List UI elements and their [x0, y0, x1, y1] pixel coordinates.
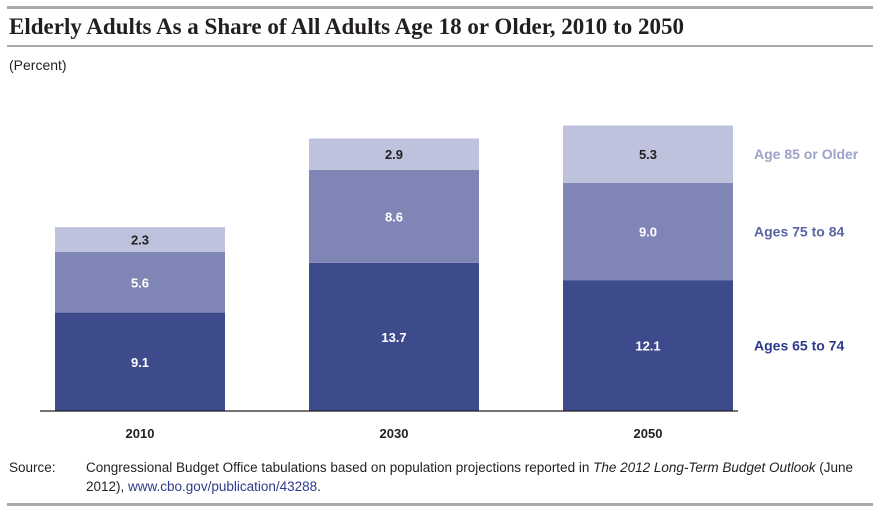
bottom-rule [7, 503, 873, 506]
chart-title: Elderly Adults As a Share of All Adults … [9, 14, 684, 39]
value-label-2010-age-85-or-older: 2.3 [131, 233, 149, 248]
bar-2010-ages-75-to-84 [55, 252, 225, 313]
top-rule [7, 6, 873, 9]
bar-2010-ages-65-to-74 [55, 312, 225, 411]
source-date: (June 2012), [86, 460, 854, 494]
value-label-2030-age-85-or-older: 2.9 [385, 147, 403, 162]
x-tick-label-2050: 2050 [634, 426, 663, 441]
unit-label: (Percent) [9, 57, 67, 73]
bar-2030-ages-65-to-74 [309, 262, 479, 411]
legend-label-ages-65-to-74: Ages 65 to 74 [754, 338, 844, 354]
value-label-2030-ages-65-to-74: 13.7 [381, 330, 406, 345]
bar-2030-ages-75-to-84 [309, 169, 479, 263]
source-end: . [317, 479, 321, 494]
labels-layer: 9.1 5.6 2.3 2010 13.7 8.6 2.9 2030 12.1 9.0 5.3 205… [126, 146, 859, 441]
value-label-2050-ages-65-to-74: 12.1 [635, 339, 660, 354]
source-label: Source: [9, 460, 56, 475]
legend-label-age-85-or-older: Age 85 or Older [754, 146, 859, 162]
title-rule [7, 45, 873, 47]
bar-2010-age-85-or-older [55, 227, 225, 253]
bar-2030-age-85-or-older [309, 138, 479, 170]
source-text: Congressional Budget Office tabulations … [86, 460, 594, 475]
value-label-2050-age-85-or-older: 5.3 [639, 147, 657, 162]
source-publication: The 2012 Long-Term Budget Outlook [593, 460, 816, 475]
value-label-2010-ages-65-to-74: 9.1 [131, 355, 149, 370]
source-link[interactable]: www.cbo.gov/publication/43288 [128, 479, 318, 494]
bars-layer [55, 125, 733, 411]
value-label-2050-ages-75-to-84: 9.0 [639, 224, 657, 239]
x-tick-label-2030: 2030 [380, 426, 409, 441]
legend-label-ages-75-to-84: Ages 75 to 84 [754, 223, 844, 239]
value-label-2030-ages-75-to-84: 8.6 [385, 209, 403, 224]
x-tick-label-2010: 2010 [126, 426, 155, 441]
source-body: Congressional Budget Office tabulations … [86, 458, 876, 496]
stacked-bar-chart: 9.1 5.6 2.3 2010 13.7 8.6 2.9 2030 12.1 9.0 5.3 205… [40, 125, 859, 441]
value-label-2010-ages-75-to-84: 5.6 [131, 275, 149, 290]
bar-2050-age-85-or-older [563, 125, 733, 183]
bar-2050-ages-65-to-74 [563, 280, 733, 411]
bar-2050-ages-75-to-84 [563, 182, 733, 281]
